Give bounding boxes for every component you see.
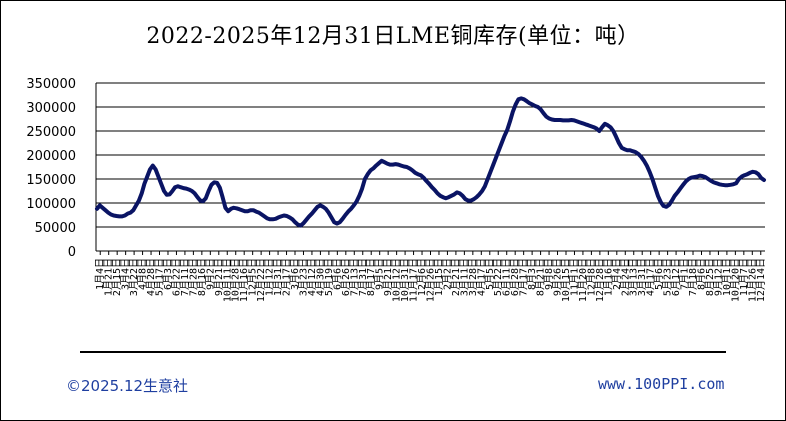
- x-axis: 1月4日1月21日2月15日3月4日3月22日4月8日4月28日5月17日6月3…: [94, 250, 767, 302]
- x-tick-label: 8月21日: [535, 258, 547, 296]
- x-tick-label: 11月26日: [746, 258, 758, 302]
- x-tick-label: 1月31日: [272, 258, 284, 296]
- footer-rule: [80, 351, 726, 353]
- x-tick-label: 11月20日: [577, 258, 589, 302]
- x-tick-label: 11月1日: [568, 258, 580, 296]
- x-tick-label: 6月26日: [340, 258, 352, 296]
- x-tick-label: 10月1日: [721, 258, 733, 296]
- x-tick-label: 3月4日: [120, 258, 132, 290]
- x-tick-label: 9月26日: [552, 258, 564, 296]
- y-tick-label: 350000: [26, 77, 76, 92]
- x-tick-label: 3月28日: [467, 258, 479, 296]
- x-tick-label: 9月2日: [204, 258, 216, 290]
- x-tick-label: 12月22日: [255, 258, 267, 302]
- x-tick-label: 8月16日: [196, 258, 208, 296]
- x-tick-label: 9月21日: [382, 258, 394, 296]
- x-tick-label: 5月6日: [653, 258, 665, 290]
- x-tick-label: 6月6日: [331, 258, 343, 290]
- y-tick-label: 100000: [26, 197, 76, 212]
- x-tick-label: 10月20日: [729, 258, 741, 302]
- x-tick-label: 1月12日: [264, 258, 276, 296]
- x-tick-label: 9月21日: [213, 258, 225, 296]
- x-tick-label: 4月8日: [137, 258, 149, 290]
- x-tick-label: 12月28日: [594, 258, 606, 302]
- x-tick-label: 7月11日: [179, 258, 191, 296]
- x-tick-label: 12月14日: [755, 258, 767, 302]
- footer-copyright: ©2025.12生意社: [66, 377, 189, 395]
- x-tick-label: 11月17日: [408, 258, 420, 302]
- x-tick-label: 10月11日: [221, 258, 233, 302]
- y-tick-label: 50000: [35, 221, 76, 236]
- x-tick-label: 3月31日: [636, 258, 648, 296]
- x-tick-label: 12月5日: [247, 258, 259, 296]
- x-tick-label: 3月23日: [297, 258, 309, 296]
- x-tick-label: 8月3日: [526, 258, 538, 290]
- x-tick-label: 7月17日: [518, 258, 530, 296]
- x-tick-label: 2月2日: [441, 258, 453, 290]
- x-tick-label: 10月12日: [391, 258, 403, 302]
- x-tick-label: 4月17日: [475, 258, 487, 296]
- chart-title: 2022-2025年12月31日LME铜库存(单位：吨）: [146, 24, 640, 49]
- x-tick-label: 6月22日: [170, 258, 182, 296]
- y-tick-label: 250000: [26, 125, 76, 140]
- x-tick-label: 11月16日: [238, 258, 250, 302]
- x-tick-label: 12月8日: [585, 258, 597, 296]
- x-tick-label: 5月22日: [492, 258, 504, 296]
- x-tick-label: 10月28日: [230, 258, 242, 302]
- series-line-lme-copper-stock: [95, 96, 766, 228]
- x-tick-label: 2月21日: [450, 258, 462, 296]
- x-tick-label: 3月6日: [289, 258, 301, 290]
- x-tick-label: 1月4日: [94, 258, 106, 290]
- y-tick-label: 150000: [26, 173, 76, 188]
- x-tick-label: 7月31日: [357, 258, 369, 296]
- x-tick-label: 3月11日: [458, 258, 470, 296]
- x-tick-label: 7月1日: [679, 258, 691, 290]
- x-tick-label: 5月23日: [662, 258, 674, 296]
- x-tick-label: 7月13日: [348, 258, 360, 296]
- x-tick-label: 6月12日: [670, 258, 682, 296]
- x-tick-label: 6月3日: [162, 258, 174, 290]
- x-tick-label: 1月16日: [602, 258, 614, 296]
- y-axis: 0 50000 100000 150000 200000 250000 300000 3500…: [26, 77, 97, 260]
- y-tick-label: 300000: [26, 101, 76, 116]
- x-tick-label: 4月30日: [314, 258, 326, 296]
- x-tick-label: 2月17日: [281, 258, 293, 296]
- x-tick-label: 4月12日: [306, 258, 318, 296]
- x-tick-label: 5月5日: [484, 258, 496, 290]
- x-tick-label: 5月17日: [154, 258, 166, 296]
- x-tick-label: 12月6日: [416, 258, 428, 296]
- x-tick-label: 1月15日: [433, 258, 445, 296]
- x-tick-label: 5月19日: [323, 258, 335, 296]
- x-tick-label: 10月15日: [560, 258, 572, 302]
- footer-site-link[interactable]: www.100PPI.com: [598, 375, 725, 393]
- x-tick-label: 11月7日: [738, 258, 750, 296]
- x-tick-label: 9月12日: [712, 258, 724, 296]
- x-tick-label: 3月22日: [128, 258, 140, 296]
- x-tick-label: 9月5日: [374, 258, 386, 290]
- y-tick-label: 0: [68, 245, 76, 260]
- x-tick-label: 10月31日: [399, 258, 411, 302]
- x-tick-label: 7月18日: [687, 258, 699, 296]
- x-tick-label: 3月13日: [628, 258, 640, 296]
- x-tick-label: 9月8日: [543, 258, 555, 290]
- y-tick-label: 200000: [26, 149, 76, 164]
- x-tick-label: 12月26日: [425, 258, 437, 302]
- x-tick-label: 6月28日: [509, 258, 521, 296]
- x-tick-label: 8月17日: [365, 258, 377, 296]
- x-tick-label: 2月4日: [611, 258, 623, 290]
- x-tick-label: 4月17日: [645, 258, 657, 296]
- x-tick-label: 6月11日: [501, 258, 513, 296]
- x-tick-label: 8月6日: [695, 258, 707, 290]
- x-tick-label: 2月15日: [111, 258, 123, 296]
- x-tick-label: 2月24日: [619, 258, 631, 296]
- x-tick-label: 4月28日: [145, 258, 157, 296]
- x-tick-label: 1月21日: [103, 258, 115, 296]
- x-tick-label: 8月25日: [704, 258, 716, 296]
- x-tick-label: 7月28日: [187, 258, 199, 296]
